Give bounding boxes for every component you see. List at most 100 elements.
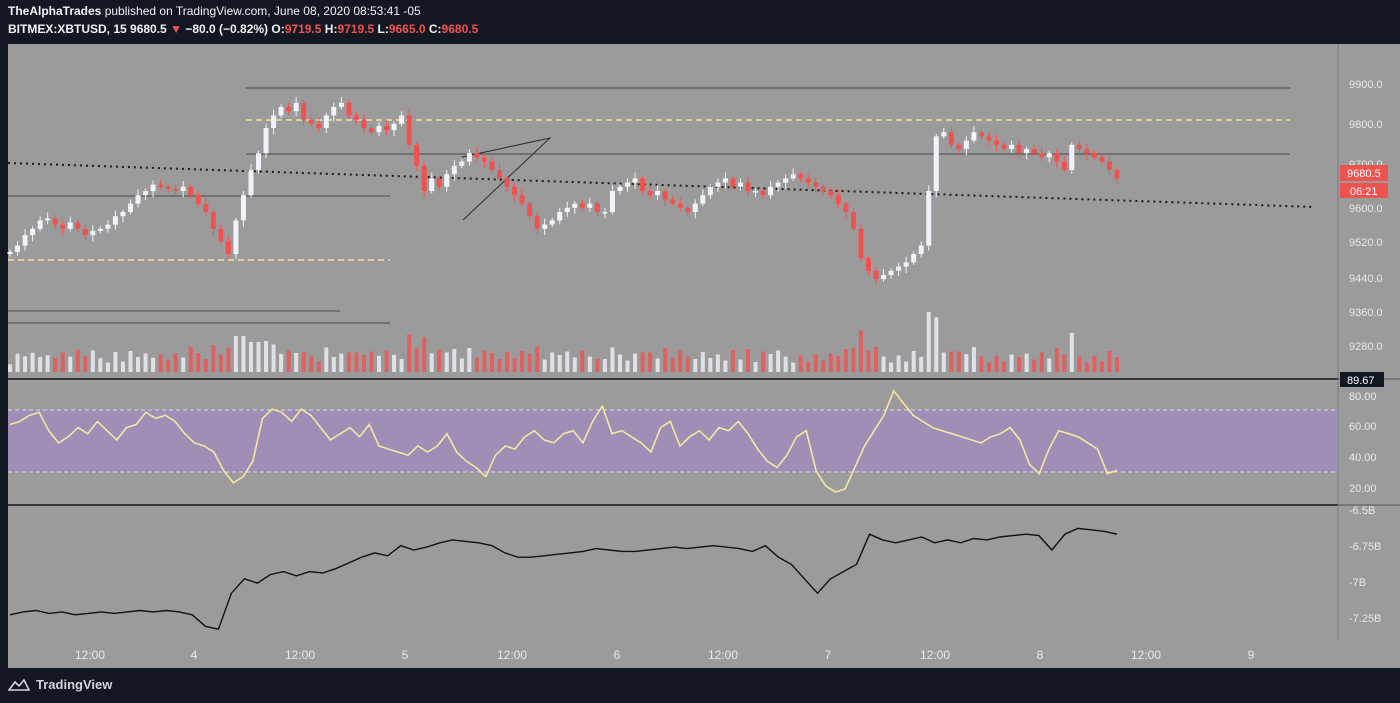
chart-canvas[interactable]: 9900.0 9800.0 9700.0 9600.0 9520.0 9440.… <box>0 40 1400 670</box>
candle-body <box>218 228 224 242</box>
volume-bar <box>821 360 826 372</box>
candle-body <box>881 275 887 280</box>
volume-bar <box>1099 361 1104 372</box>
candle-body <box>188 186 194 196</box>
volume-bar <box>233 336 238 372</box>
candle-body <box>1009 144 1015 149</box>
volume-bar <box>203 359 208 372</box>
candle-body <box>459 161 465 166</box>
volume-bar <box>1017 357 1022 372</box>
candle-body <box>135 195 141 204</box>
candle-body <box>165 186 171 189</box>
price-scale[interactable] <box>1338 44 1400 640</box>
volume-bar <box>316 361 321 372</box>
volume-bar <box>565 351 570 372</box>
candle-body <box>180 186 186 191</box>
candle-body <box>835 195 841 204</box>
volume-bar <box>655 358 660 372</box>
volume-bar <box>926 312 931 372</box>
volume-bars <box>8 312 1119 372</box>
candle-body <box>707 186 713 196</box>
candle-body <box>256 153 262 170</box>
volume-bar <box>640 352 645 372</box>
volume-bar <box>369 351 374 372</box>
volume-bar <box>113 352 118 372</box>
candle-body <box>670 199 676 204</box>
volume-bar <box>663 348 668 372</box>
volume-bar <box>45 355 50 372</box>
volume-bar <box>128 351 133 372</box>
volume-bar <box>414 347 419 372</box>
current-price-badge <box>1340 165 1388 181</box>
last-price: 9680.5 <box>130 22 167 36</box>
tradingview-logo-icon <box>8 678 30 691</box>
time-scale[interactable] <box>8 640 1400 668</box>
volume-bar <box>806 361 811 372</box>
volume-bar <box>768 354 773 372</box>
volume-bar <box>98 358 103 372</box>
symbol-legend: BITMEX:XBTUSD, 15 9680.5 ▼ −80.0 (−0.82%… <box>8 22 478 36</box>
candle-body <box>30 228 36 236</box>
candle-body <box>858 228 864 259</box>
volume-bar <box>783 356 788 372</box>
candle-body <box>564 207 570 212</box>
price-tick: 9520.0 <box>1349 237 1383 249</box>
volume-bar <box>1054 348 1059 372</box>
volume-bar <box>279 354 284 372</box>
candle-body <box>549 220 555 225</box>
volume-bar <box>1084 362 1089 372</box>
obv-indicator <box>9 527 1118 631</box>
rising-wedge[interactable] <box>461 137 552 221</box>
volume-bar <box>158 354 163 372</box>
volume-bar <box>776 350 781 372</box>
volume-bar <box>813 354 818 372</box>
volume-bar <box>911 351 916 372</box>
candle-body <box>391 123 397 131</box>
candle-body <box>414 144 420 166</box>
rsi-axis-labels: 80.00 60.00 40.00 20.00 <box>1349 391 1377 495</box>
price-pane[interactable] <box>8 44 1338 378</box>
obv-line <box>9 527 1118 631</box>
rsi-value-text: 89.67 <box>1347 375 1375 387</box>
candle-body <box>1084 149 1090 154</box>
volume-bar <box>346 352 351 372</box>
volume-bar <box>1009 354 1014 372</box>
candle-body <box>105 224 111 229</box>
candle-body <box>150 184 156 191</box>
candle-body <box>745 182 751 191</box>
volume-bar <box>889 362 894 372</box>
volume-bar <box>550 352 555 372</box>
rsi-tick: 80.00 <box>1349 391 1377 403</box>
volume-bar <box>467 348 472 372</box>
volume-bar <box>1032 359 1037 372</box>
symbol-name[interactable]: BITMEX:XBTUSD, 15 <box>8 22 127 36</box>
candle-body <box>399 115 405 124</box>
current-price-text: 9680.5 <box>1347 168 1381 180</box>
change-arrow-icon: ▼ <box>170 22 182 36</box>
volume-bar <box>264 341 269 372</box>
volume-bar <box>429 353 434 372</box>
candle-body <box>210 212 216 229</box>
candle-body <box>1114 170 1120 179</box>
time-tick: 12:00 <box>285 648 315 662</box>
volume-bar <box>474 357 479 372</box>
low-value: 9665.0 <box>388 22 426 36</box>
publisher-name[interactable]: TheAlphaTrades <box>8 4 102 18</box>
volume-bar <box>399 359 404 372</box>
volume-bar <box>761 351 766 372</box>
candle-body <box>692 203 698 212</box>
footer-brand[interactable]: TradingView <box>8 677 112 692</box>
volume-bar <box>919 357 924 372</box>
candle-body <box>1039 153 1045 158</box>
obv-pane[interactable] <box>8 506 1338 640</box>
candle-body <box>941 132 947 137</box>
candle-body <box>233 220 239 254</box>
candle-body <box>813 182 819 187</box>
volume-bar <box>407 334 412 372</box>
volume-bar <box>497 359 502 372</box>
candle-body <box>1099 157 1105 162</box>
volume-bar <box>459 358 464 372</box>
trend-line[interactable] <box>7 162 1316 208</box>
candle-body <box>753 191 759 193</box>
candle-body <box>820 186 826 191</box>
